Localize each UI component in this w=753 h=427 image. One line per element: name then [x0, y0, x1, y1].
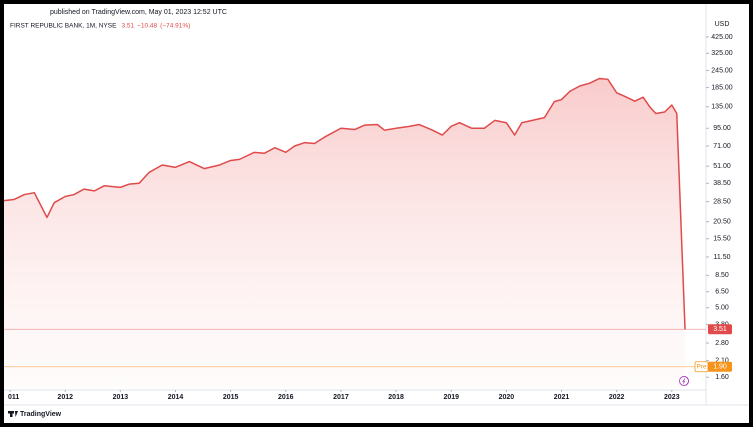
x-tick-label: 2014	[168, 394, 184, 401]
header: published on TradingView.com, May 01, 20…	[50, 9, 227, 16]
y-tick-label: 38.50	[713, 180, 731, 187]
pre-label: 1.90	[713, 364, 727, 371]
brand: TradingView	[20, 411, 62, 418]
x-tick-label: 2012	[57, 394, 73, 401]
pre-label-box	[708, 361, 732, 372]
y-tick-label: 425.00	[711, 34, 733, 41]
price-label-box	[708, 324, 732, 335]
legend-last: 3.51	[121, 23, 134, 30]
y-tick-label: 5.00	[715, 305, 729, 312]
y-tick-label: 245.00	[711, 67, 733, 74]
x-tick-label: 2023	[664, 394, 680, 401]
x-tick-label: 2015	[223, 394, 239, 401]
x-tick-label: 2013	[113, 394, 129, 401]
y-tick-label: 185.00	[711, 84, 733, 91]
y-tick-label: 15.50	[713, 236, 731, 243]
area	[4, 78, 686, 388]
legend-values: 3.51 −10.48 (−74.91%)	[121, 23, 190, 30]
price-label: 3.51	[713, 326, 727, 333]
brand-logo	[8, 411, 18, 417]
legend-symbol: FIRST REPUBLIC BANK, 1M, NYSE	[10, 23, 117, 30]
currency: USD	[715, 21, 730, 28]
y-tick-label: 2.80	[715, 340, 729, 347]
y-tick-label: 95.00	[713, 125, 731, 132]
y-tick-label: 71.00	[713, 143, 731, 150]
y-tick-label: 2.10	[715, 357, 729, 364]
legend-change-pct: (−74.91%)	[160, 23, 190, 30]
y-tick-label: 8.50	[715, 272, 729, 279]
x-tick-label: 2020	[499, 394, 515, 401]
x-tick-label: 2018	[388, 394, 404, 401]
y-tick-label: 1.60	[715, 374, 729, 381]
legend-change: −10.48	[137, 23, 157, 30]
y-tick-label: 28.50	[713, 198, 731, 205]
y-tick-label: 11.50	[714, 254, 731, 261]
y-tick-label: 20.50	[713, 219, 731, 226]
y-tick-label: 6.50	[715, 289, 729, 296]
y-tick-label: 51.00	[713, 163, 731, 170]
x-tick-label: 2022	[609, 394, 625, 401]
x-tick-label: 011	[8, 394, 19, 401]
x-tick-label: 2021	[554, 394, 570, 401]
x-tick-label: 2017	[333, 394, 349, 401]
y-tick-label: 135.00	[711, 104, 733, 111]
x-tick-label: 2016	[278, 394, 294, 401]
x-tick-label: 2019	[443, 394, 459, 401]
pre-name: Pre	[696, 363, 707, 370]
line	[3, 77, 686, 330]
y-tick-label: 325.00	[711, 50, 733, 57]
